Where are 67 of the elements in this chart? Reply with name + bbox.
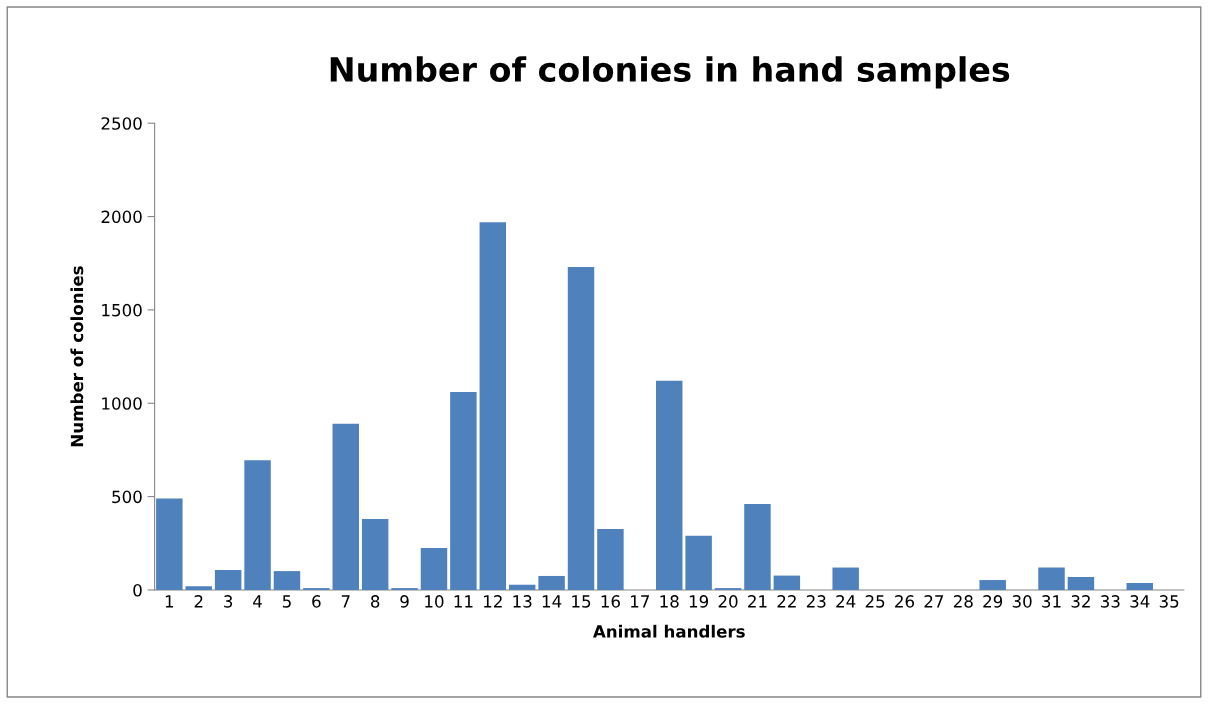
x-tick-label: 25 (865, 595, 885, 608)
x-tick-label: 15 (572, 595, 591, 608)
y-tick-label: 2500 (101, 117, 142, 130)
bar (420, 547, 448, 590)
x-tick-label: 20 (718, 595, 738, 608)
x-tick-label: 9 (400, 595, 409, 608)
bar (479, 222, 507, 590)
bar (508, 584, 536, 590)
x-tick-label: 11 (454, 595, 473, 608)
x-tick-label: 10 (425, 595, 444, 608)
x-tick-label: 19 (689, 595, 709, 608)
bar (332, 423, 359, 590)
x-tick-label: 3 (224, 595, 233, 608)
bar (832, 567, 859, 590)
x-tick-label: 12 (484, 595, 502, 608)
x-axis-title: Animal handlers (592, 624, 745, 638)
bar (273, 571, 301, 590)
x-tick-label: 17 (631, 595, 650, 608)
x-tick-label: 32 (1071, 595, 1090, 608)
x-tick-label: 14 (542, 595, 562, 608)
x-tick-label: 16 (601, 595, 620, 608)
y-tick-label: 1500 (102, 303, 142, 317)
x-tick-label: 7 (341, 595, 350, 608)
x-tick-label: 34 (1130, 595, 1150, 608)
bar (773, 575, 801, 590)
bar (244, 460, 271, 590)
bar (185, 586, 212, 590)
x-tick-label: 33 (1100, 595, 1120, 608)
bar (685, 535, 712, 590)
x-tick-label: 29 (983, 595, 1003, 608)
x-tick-label: 24 (836, 595, 856, 608)
x-tick-label: 26 (895, 595, 915, 608)
bar (656, 380, 683, 590)
bar (979, 580, 1006, 590)
bar (361, 519, 389, 590)
bar (156, 498, 183, 590)
bar (597, 529, 624, 590)
x-tick-label: 31 (1042, 595, 1061, 608)
x-tick-label: 21 (748, 595, 767, 608)
y-tick-label: 500 (112, 490, 142, 504)
bar (450, 392, 477, 590)
x-tick-label: 28 (953, 595, 973, 608)
bar (1038, 567, 1065, 590)
y-tick-label: 2000 (101, 210, 142, 224)
x-tick-label: 27 (924, 595, 944, 608)
bar (567, 266, 595, 590)
x-tick-label: 2 (194, 595, 203, 608)
bar (538, 575, 565, 590)
bar (1067, 576, 1095, 590)
bar (214, 569, 242, 590)
x-tick-label: 6 (312, 595, 321, 608)
y-axis-title: Number of colonies (70, 266, 84, 447)
x-tick-label: 8 (371, 595, 380, 608)
y-tick-label: 0 (133, 583, 142, 597)
x-tick-label: 1 (165, 595, 174, 608)
x-tick-label: 23 (806, 595, 826, 608)
bar (744, 504, 771, 590)
x-tick-label: 13 (513, 595, 532, 608)
x-tick-label: 22 (777, 595, 796, 608)
x-tick-label: 18 (660, 595, 679, 608)
bar (1126, 583, 1153, 590)
x-tick-label: 4 (253, 595, 262, 608)
x-tick-label: 30 (1012, 595, 1032, 608)
x-tick-label: 5 (282, 595, 291, 608)
chart-title: Number of colonies in hand samples (330, 56, 1010, 89)
y-tick-label: 1000 (102, 397, 142, 410)
x-tick-label: 35 (1159, 595, 1179, 608)
